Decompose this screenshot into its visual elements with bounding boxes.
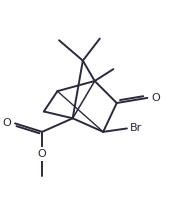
Text: O: O bbox=[152, 93, 160, 103]
Text: Br: Br bbox=[130, 124, 143, 133]
Text: O: O bbox=[2, 118, 11, 128]
Text: O: O bbox=[38, 149, 47, 159]
